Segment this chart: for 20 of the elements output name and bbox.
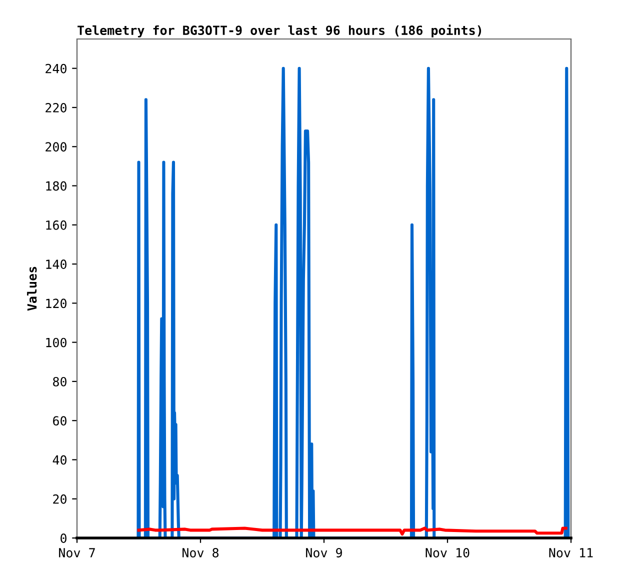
chart-title: Telemetry for BG3OTT-9 over last 96 hours (186 points)	[78, 24, 482, 38]
y-tick-label: 220	[46, 102, 66, 112]
y-axis-title: Values	[27, 266, 37, 311]
x-tick-label: Nov 10	[426, 548, 470, 558]
x-tick-label: Nov 11	[549, 548, 593, 558]
y-tick-label: 120	[46, 298, 66, 308]
y-tick-label: 60	[53, 416, 66, 426]
y-tick-label: 40	[52, 455, 66, 465]
y-tick-label: 20	[53, 494, 66, 504]
y-tick-label: 240	[46, 64, 66, 74]
x-tick-label: Nov 8	[182, 548, 219, 558]
x-tick-label: Nov 7	[59, 548, 95, 558]
y-tick-label: 100	[46, 338, 66, 348]
y-tick-label: 0	[60, 534, 66, 543]
y-tick-label: 180	[46, 181, 66, 191]
y-tick-label: 140	[46, 260, 66, 269]
y-tick-label: 80	[53, 376, 66, 386]
x-tick-label: Nov 9	[306, 548, 342, 558]
y-tick-label: 200	[46, 142, 66, 152]
y-tick-label: 160	[46, 220, 66, 230]
